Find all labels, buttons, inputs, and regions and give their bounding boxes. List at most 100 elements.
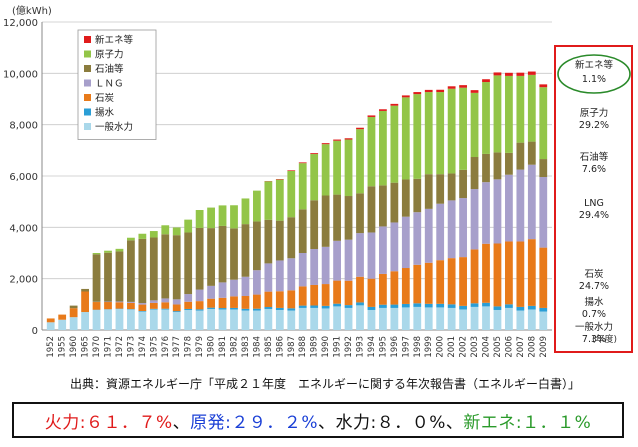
- bar-segment: [424, 92, 433, 175]
- x-tick-label: 1970: [92, 336, 102, 358]
- x-tick-label: 2001: [447, 336, 457, 358]
- bar-segment: [516, 75, 525, 143]
- bar-segment: [115, 251, 124, 302]
- bar-segment: [344, 307, 353, 330]
- bar-segment: [264, 181, 273, 220]
- bar-segment: [527, 164, 536, 240]
- bar-segment: [115, 301, 124, 303]
- annotation-value: 0.7%: [582, 309, 606, 320]
- bar-segment: [298, 286, 307, 306]
- bar-segment: [390, 304, 399, 308]
- bar-segment: [275, 220, 284, 261]
- bar-segment: [298, 307, 307, 330]
- bar-segment: [367, 232, 376, 279]
- bar-segment: [493, 306, 502, 310]
- source-note: 出典：資源エネルギー庁「平成２１年度 エネルギーに関する年次報告書（エネルギー白…: [70, 377, 581, 391]
- y-tick-label: 4,000: [9, 223, 38, 234]
- x-tick-label: 1971: [104, 336, 114, 358]
- bar-segment: [127, 302, 135, 310]
- bar-segment: [58, 314, 67, 320]
- bar-segment: [207, 307, 215, 309]
- bar-segment: [161, 234, 170, 299]
- x-tick-label: 1993: [356, 336, 366, 358]
- bar-segment: [539, 247, 548, 308]
- x-tick-label: 1987: [287, 336, 297, 358]
- bar-segment: [470, 157, 479, 190]
- summary-renewable: 新エネ:１．１%: [463, 412, 592, 433]
- bar-segment: [333, 280, 341, 304]
- bar-segment: [505, 174, 513, 242]
- bar-segment: [527, 141, 536, 165]
- bar-segment: [470, 303, 479, 307]
- x-tick-label: 1999: [424, 336, 434, 358]
- summary-thermal: 火力:６１．７%: [44, 412, 173, 433]
- x-tick-label: 1997: [401, 336, 411, 358]
- bar-segment: [482, 306, 490, 330]
- bar-segment: [505, 241, 513, 305]
- bar-segment: [344, 139, 353, 197]
- x-tick-label: 2007: [516, 336, 526, 358]
- bar-segment: [127, 237, 135, 241]
- bar-segment: [413, 94, 422, 179]
- bar-segment: [333, 194, 341, 241]
- bar-segment: [230, 296, 238, 308]
- bar-segment: [344, 196, 353, 240]
- legend-swatch: [84, 123, 91, 130]
- bar-segment: [275, 307, 284, 310]
- bar-segment: [298, 253, 307, 287]
- bar-segment: [390, 182, 399, 223]
- bar-segment: [149, 308, 158, 310]
- x-tick-label: 1974: [138, 336, 148, 358]
- x-tick-label: 1972: [115, 336, 125, 358]
- legend-label: 原子力: [95, 49, 124, 61]
- bar-segment: [539, 87, 548, 160]
- bar-segment: [321, 195, 330, 247]
- bar-segment: [81, 312, 89, 330]
- bar-segment: [459, 309, 467, 330]
- bar-segment: [356, 276, 364, 303]
- bar-segment: [310, 200, 319, 250]
- legend-label: ＬＮＧ: [95, 79, 124, 90]
- y-tick-label: 8,000: [9, 121, 38, 132]
- x-tick-label: 1996: [390, 336, 400, 358]
- bar-segment: [379, 304, 387, 308]
- bar-segment: [470, 249, 479, 304]
- bar-segment: [401, 303, 410, 308]
- bar-segment: [172, 304, 181, 312]
- bar-segment: [230, 228, 238, 280]
- bar-segment: [253, 310, 261, 330]
- bar-segment: [390, 103, 399, 106]
- bar-segment: [436, 260, 445, 304]
- bar-segment: [482, 243, 490, 303]
- bar-segment: [413, 92, 422, 95]
- bar-segment: [92, 253, 101, 255]
- bar-segment: [516, 72, 525, 76]
- bar-segment: [321, 305, 330, 309]
- bar-segment: [264, 219, 273, 264]
- x-tick-label: 1973: [126, 336, 136, 358]
- x-tick-label: 1982: [230, 336, 240, 358]
- bar-segment: [333, 139, 341, 141]
- bar-segment: [447, 307, 456, 330]
- bar-segment: [379, 185, 387, 227]
- bar-segment: [241, 295, 250, 309]
- bar-segment: [264, 308, 273, 330]
- bar-segment: [527, 305, 536, 310]
- bar-segment: [149, 309, 158, 330]
- bar-segment: [207, 207, 215, 229]
- bar-segment: [207, 228, 215, 286]
- bar-segment: [367, 115, 376, 117]
- summary-nuclear: 原発:２９．２%: [190, 412, 318, 433]
- x-tick-label: 1960: [69, 336, 79, 358]
- bar-segment: [253, 190, 261, 222]
- bar-segment: [505, 304, 513, 308]
- x-tick-label: 1983: [241, 336, 251, 358]
- x-tick-label: 2009: [539, 336, 549, 358]
- x-tick-label: 1995: [378, 336, 388, 358]
- bar-segment: [447, 88, 456, 174]
- bar-segment: [184, 309, 193, 330]
- bar-segment: [195, 310, 204, 330]
- bar-segment: [138, 311, 147, 312]
- bar-segment: [333, 240, 341, 281]
- bar-segment: [470, 189, 479, 250]
